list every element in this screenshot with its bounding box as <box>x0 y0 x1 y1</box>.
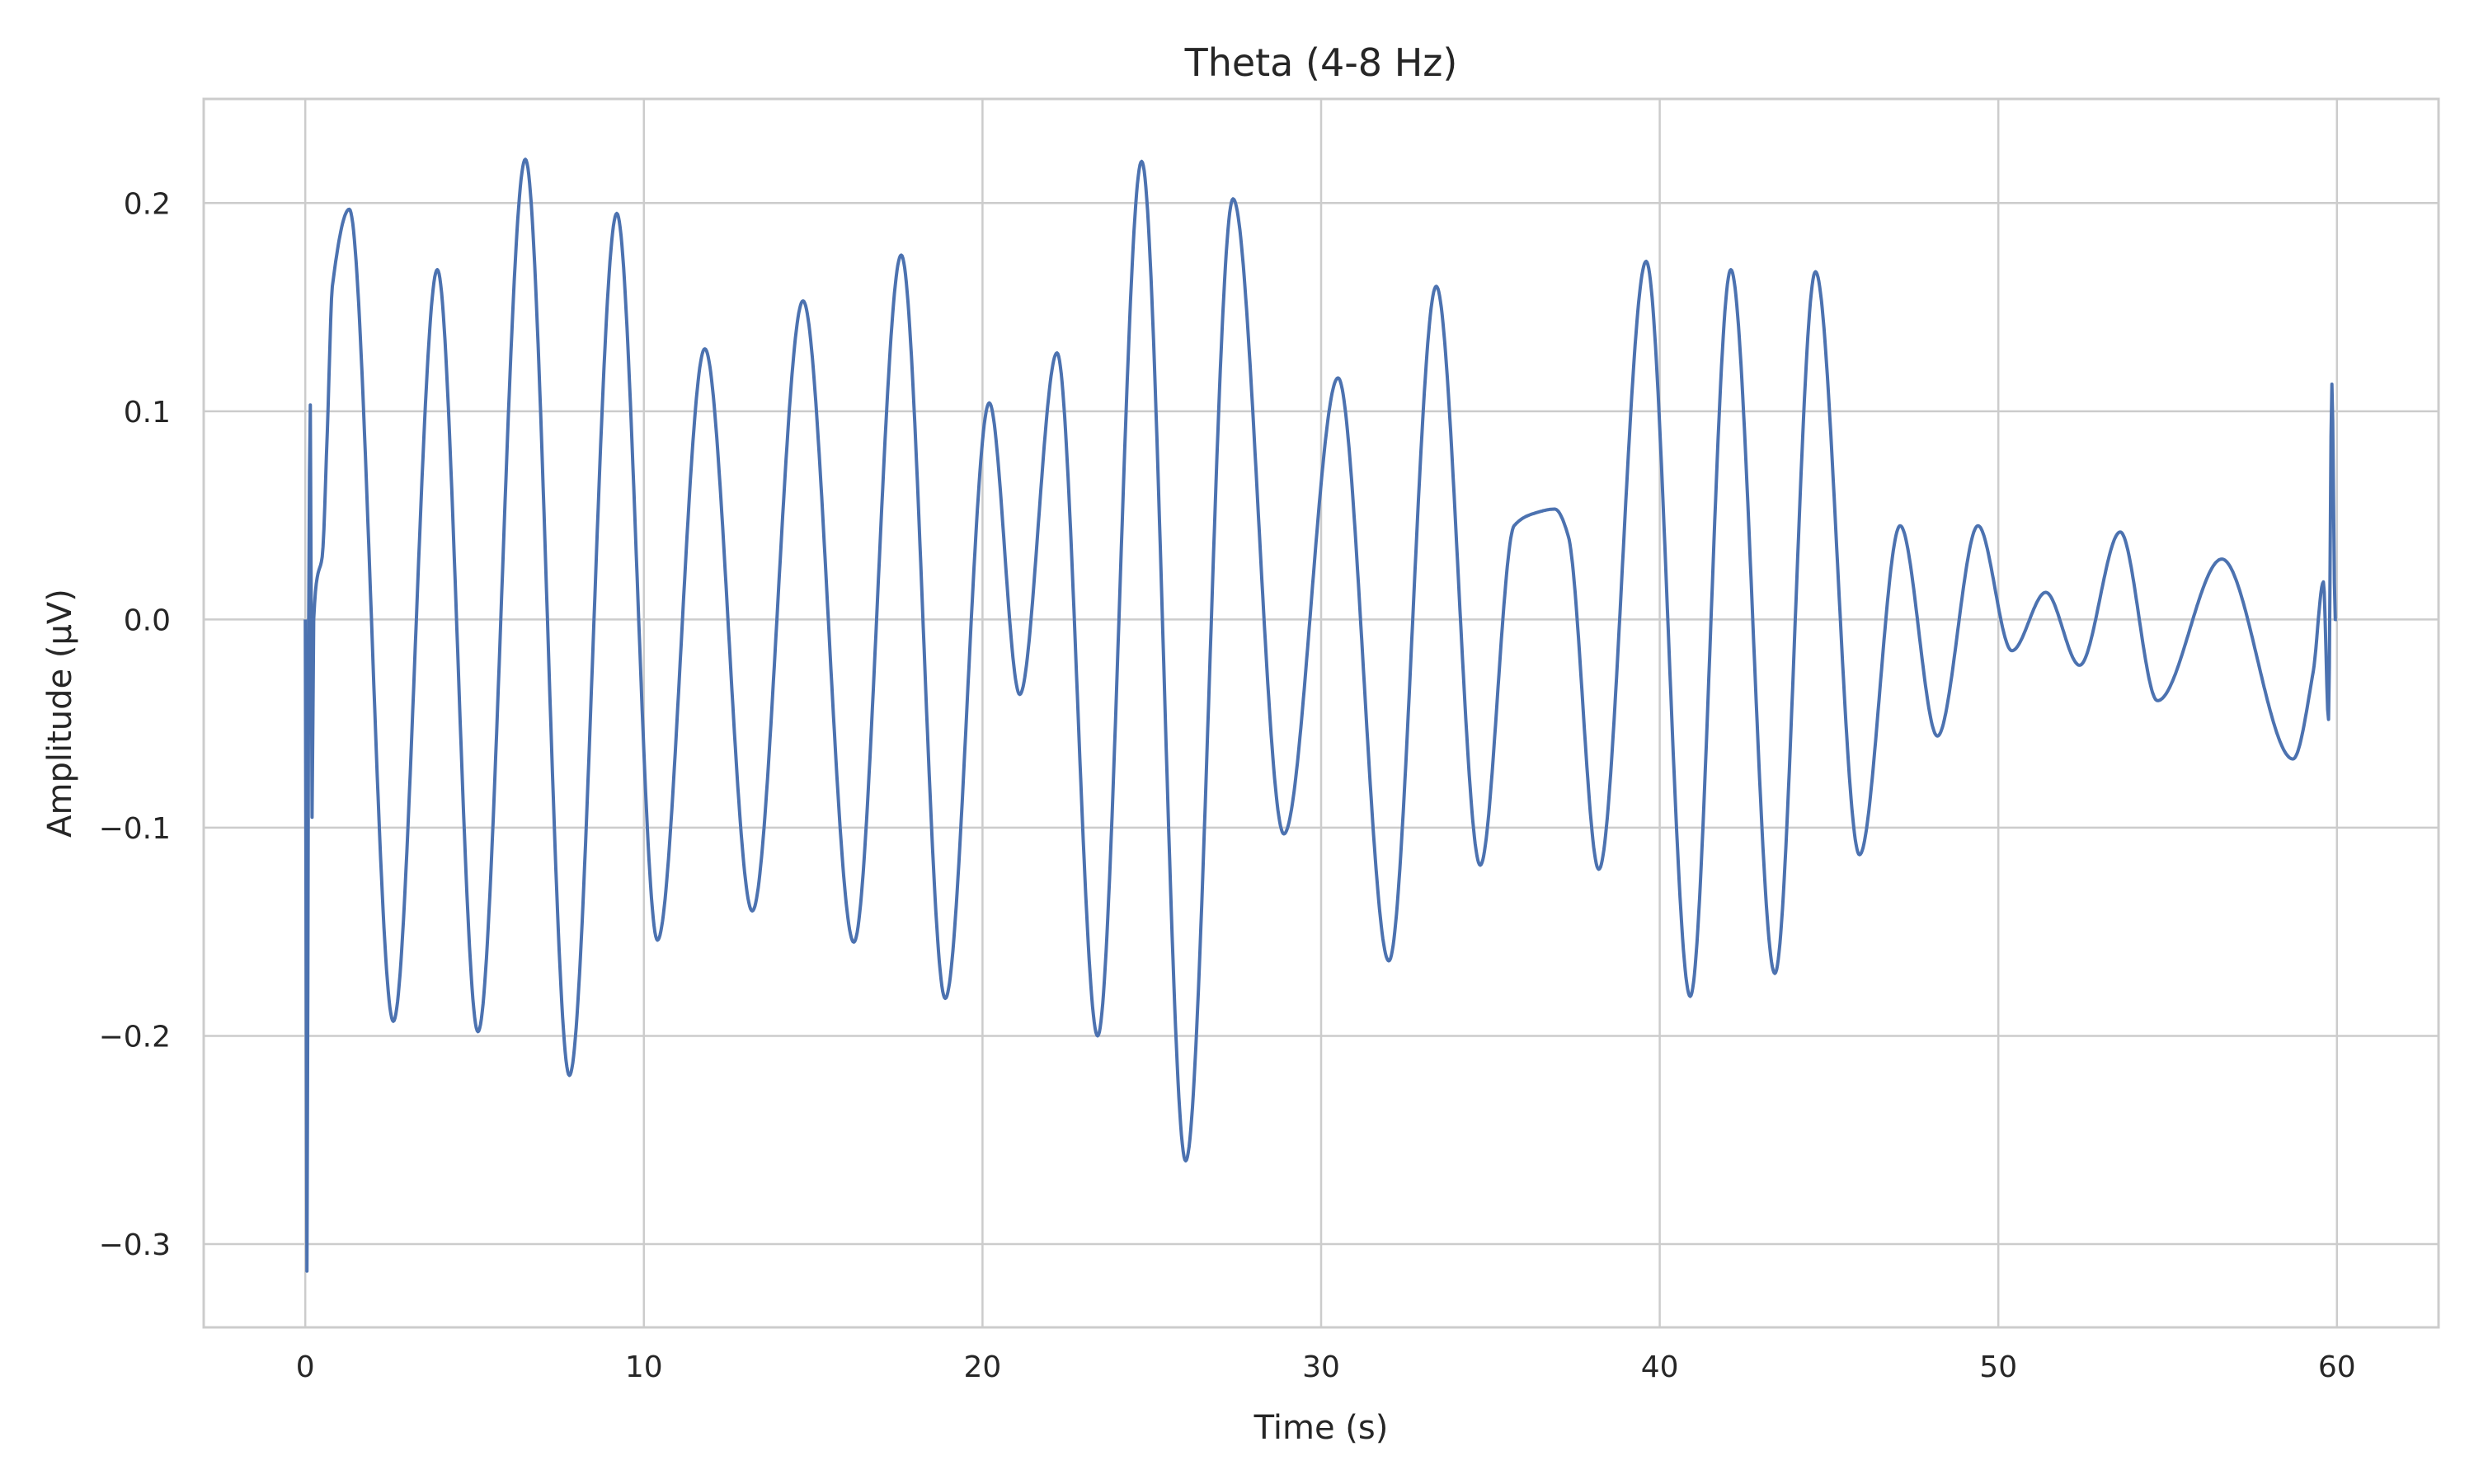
y-tick-label: −0.2 <box>99 1020 171 1054</box>
y-tick-label: 0.0 <box>124 603 171 637</box>
y-tick-label: −0.1 <box>99 812 171 846</box>
y-axis-title: Amplitude (μV) <box>41 589 79 838</box>
y-tick-label: 0.1 <box>124 396 171 430</box>
chart-title: Theta (4-8 Hz) <box>1184 40 1458 85</box>
x-tick-label: 20 <box>963 1350 1001 1384</box>
y-tick-label: 0.2 <box>124 187 171 221</box>
x-tick-label: 30 <box>1302 1350 1340 1384</box>
series-layer <box>303 157 2338 1273</box>
x-axis-title: Time (s) <box>1253 1409 1389 1447</box>
x-tick-label: 50 <box>1979 1350 2017 1384</box>
x-tick-label: 40 <box>1641 1350 1679 1384</box>
series-line-0 <box>303 157 2338 1273</box>
y-tick-label: −0.3 <box>99 1228 171 1262</box>
tick-labels: 0 10 20 30 40 50 60 −0.3 −0.2 −0.1 0.0 0.1 0.2 <box>99 187 2356 1384</box>
x-tick-label: 60 <box>2318 1350 2356 1384</box>
x-tick-label: 0 <box>296 1350 315 1384</box>
x-tick-label: 10 <box>625 1350 663 1384</box>
grid <box>204 99 2439 1327</box>
plot-frame <box>202 97 2440 1329</box>
